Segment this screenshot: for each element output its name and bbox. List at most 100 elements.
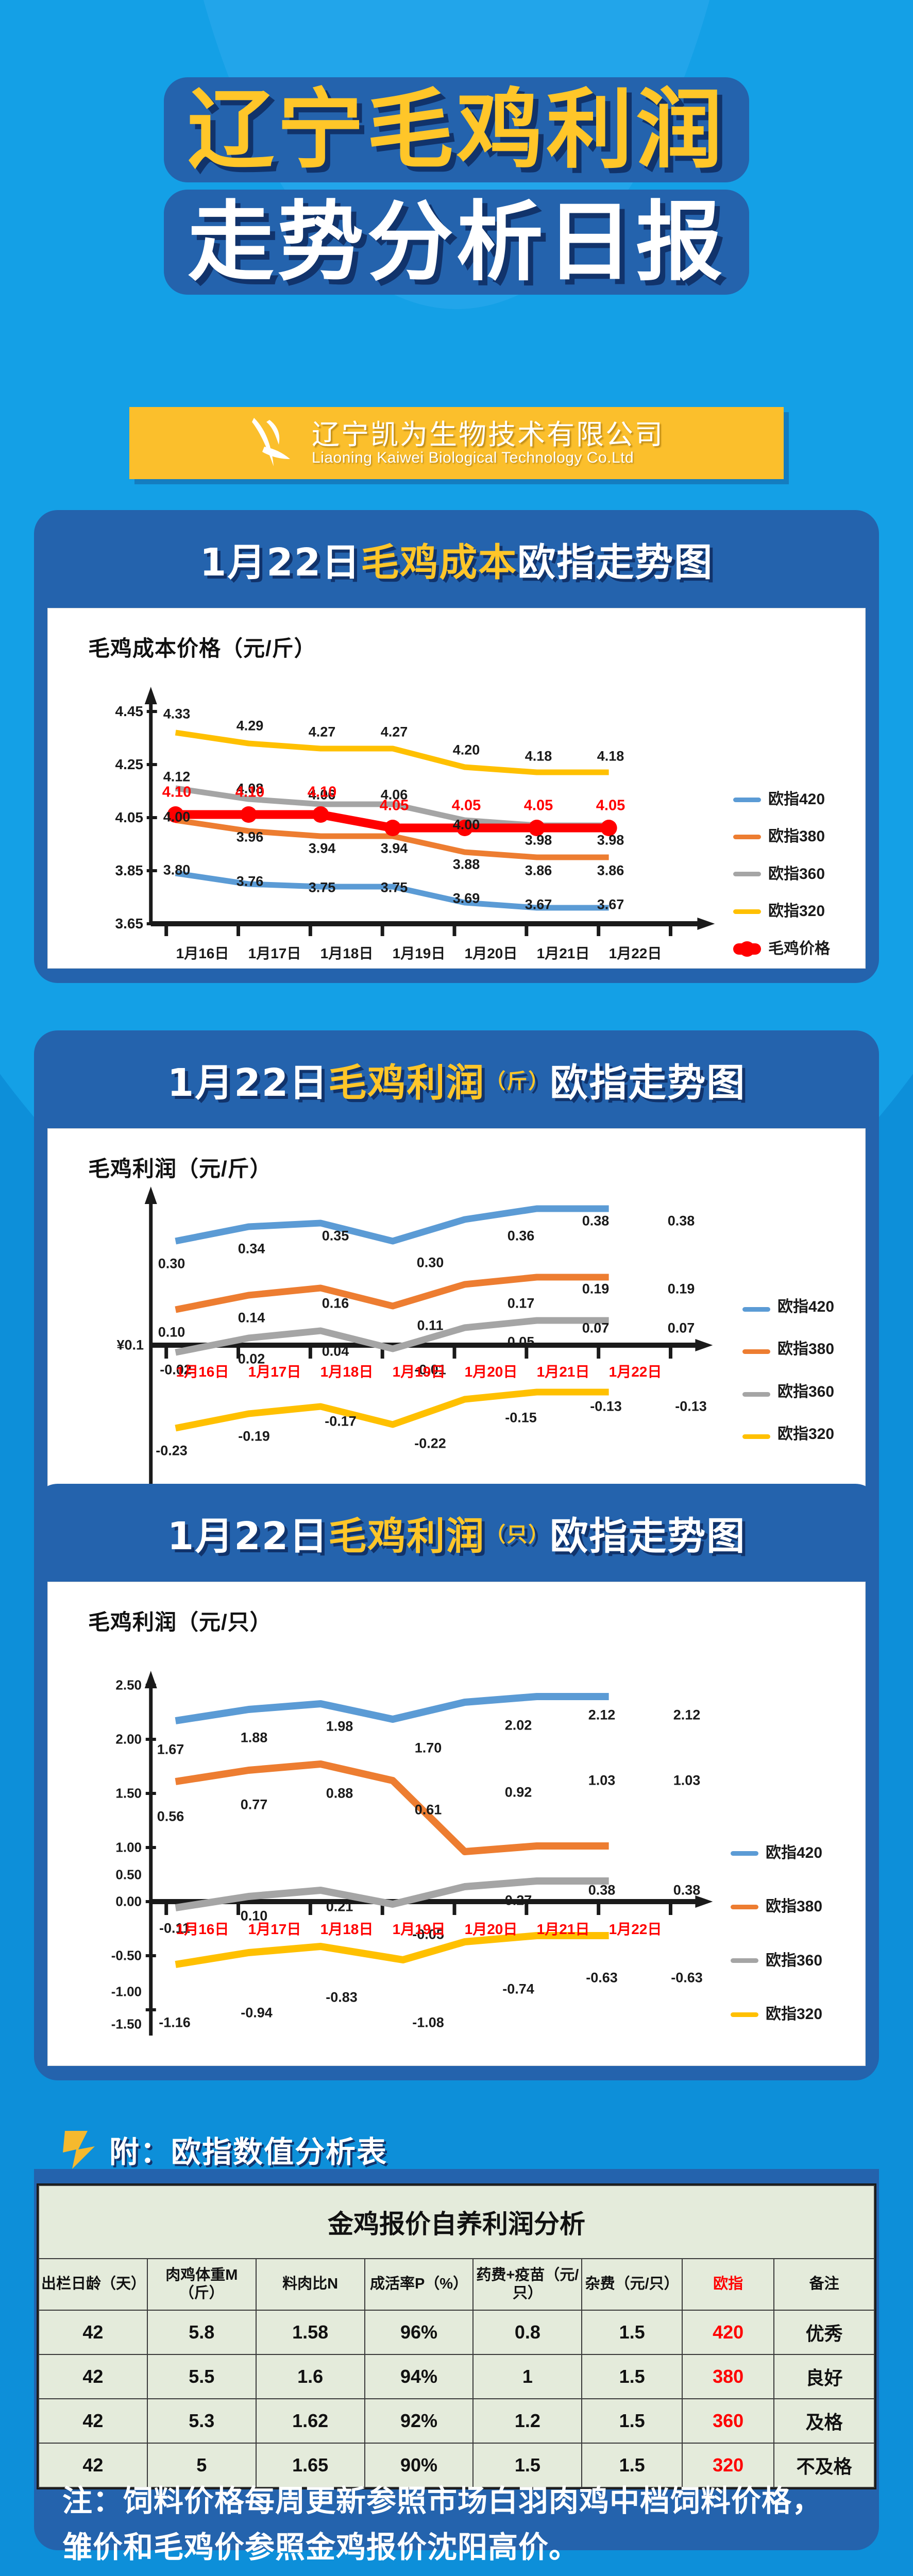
section2-date: 1月22日 [167,1060,329,1105]
table-cell-r0c3: 96% [364,2309,474,2355]
table-cell-r2c6: 360 [681,2398,775,2444]
chart3-title: 毛鸡利润（元/只） [88,1610,272,1634]
chart2-xtick-0: 1月16日 [176,1364,229,1380]
chart2-legend-label-320: 欧指320 [777,1426,835,1443]
chart1-legend-item-420: 欧指420 [733,791,830,808]
chart1-label-320-6: 4.18 [597,748,624,764]
chart3-label-380-4: 0.92 [504,1784,532,1800]
chart1-label-360-4: 4.00 [452,817,480,833]
chart2-legend-label-360: 欧指360 [777,1383,835,1400]
chart1-ytick-2: 4.05 [115,809,144,825]
chart2-label-360-5: 0.07 [582,1320,610,1336]
chart3-label-380-6: 1.03 [673,1772,701,1788]
chart2-label-420-6: 0.38 [667,1213,695,1229]
chart1-label-320-3: 4.27 [380,724,408,740]
chart3-label-320-5: -0.63 [586,1970,618,1986]
chart1-label-380-2: 3.94 [308,840,336,856]
chart2-label-420-2: 0.35 [322,1228,349,1244]
chart1-label-360-3: 4.06 [380,787,408,803]
section-profit-bird-chart: 1月22日 毛鸡利润 （只） 欧指走势图 毛鸡利润（元/只） [34,1484,879,2080]
chart1-label-420-1: 3.76 [236,873,264,889]
chart3-xtick-1: 1月17日 [248,1921,301,1937]
chart3-label-420-4: 2.02 [504,1717,532,1733]
chart1-xtick-4: 1月20日 [464,945,518,961]
chart1-xtick-0: 1月16日 [176,945,229,961]
chart2-label-380-0: 0.10 [158,1324,185,1340]
chart2-legend-item-360: 欧指360 [742,1383,835,1400]
chart2-label-380-1: 0.14 [238,1310,265,1326]
chart3-label-320-4: -0.74 [502,1981,534,1997]
chart3-xtick-2: 1月18日 [320,1921,374,1937]
attachment-heading-text: 附：欧指数值分析表 [109,2134,388,2170]
chart1-ytick-3: 3.85 [115,862,144,878]
chart1-svg [144,687,715,936]
chart2-label-360-1: 0.02 [238,1351,265,1367]
chart1-label-420-2: 3.75 [308,879,336,895]
chart1-label-360-2: 4.06 [308,787,336,803]
section1-highlight: 毛鸡成本 [361,540,518,585]
chart3-legend-item-320: 欧指320 [731,2006,822,2023]
chart2-label-320-3: -0.22 [414,1435,446,1451]
table-cell-r3c2: 1.65 [255,2442,365,2488]
chart1-label-380-4: 3.88 [452,856,480,872]
chart3-xtick-5: 1月21日 [536,1921,590,1937]
chart1-legend-label-price: 毛鸡价格 [768,940,830,957]
chart1-label-380-3: 3.94 [380,840,408,856]
chart1-label-320-5: 4.18 [525,748,552,764]
chart1-xtick-3: 1月19日 [392,945,446,961]
analysis-table: 金鸡报价自养利润分析 出栏日龄（天） 肉鸡体重M（斤） 料肉比N 成活率P（%）… [37,2183,876,2489]
table-header-7: 备注 [773,2258,875,2311]
chart1-legend-item-320: 欧指320 [733,903,830,920]
legend-swatch-price-icon [733,943,761,955]
chart2-label-320-6: -0.13 [675,1398,707,1414]
legend-swatch-380-icon [731,1905,758,1910]
chart3-label-360-0: -0.11 [159,1920,191,1936]
chart3-label-360-2: 0.21 [326,1899,353,1914]
chart3-label-420-6: 2.12 [673,1707,701,1723]
table-header-4: 药费+疫苗（元/只） [472,2258,583,2311]
chart3-ytick-4: 0.50 [115,1867,142,1883]
chart1-label-380-5: 3.86 [525,862,552,878]
chart3-ytick-0: 2.50 [115,1677,142,1693]
table-cell-r2c3: 92% [364,2398,474,2444]
chart3-ytick-6: -0.50 [111,1947,142,1963]
table-header-3: 成活率P（%） [364,2258,474,2311]
chart2-label-360-6: 0.07 [667,1320,695,1336]
chart1-label-price-2: 4.10 [307,784,337,801]
chart3-label-360-4: 0.27 [504,1892,532,1908]
table-header-6: 欧指 [681,2258,775,2311]
table-cell-r2c1: 5.3 [146,2398,257,2444]
chart1-label-420-3: 3.75 [380,879,408,895]
chart3-legend-item-360: 欧指360 [731,1952,822,1969]
legend-swatch-320-icon [742,1434,770,1439]
table-cell-r2c5: 1.5 [581,2398,683,2444]
section3-highlight: 毛鸡利润 [328,1514,485,1558]
chart2-legend-label-380: 欧指380 [777,1341,835,1358]
chart2-label-360-4: 0.05 [507,1334,535,1350]
chart2-svg [144,1187,713,1489]
section-profit-jin-chart: 1月22日 毛鸡利润 （斤） 欧指走势图 毛鸡利润（元/斤） [34,1030,879,1534]
chart3-label-320-2: -0.83 [326,1989,358,2005]
chart3-label-420-3: 1.70 [414,1740,442,1756]
table-cell-r3c1: 5 [146,2442,257,2488]
table-cell-r0c1: 5.8 [146,2309,257,2355]
table-cell-r0c6: 420 [681,2309,775,2355]
chart2-label-420-5: 0.38 [582,1213,610,1229]
table-row: 42 5.5 1.6 94% 1 1.5 380 良好 [38,2353,875,2399]
chart2-label-320-5: -0.13 [590,1398,622,1414]
chart2-label-320-1: -0.19 [238,1428,270,1444]
chart3-xtick-3: 1月19日 [392,1921,446,1937]
chart3-ytick-2: 1.50 [115,1785,142,1801]
chart3-label-420-1: 1.88 [240,1730,268,1745]
chart2-xtick-5: 1月21日 [536,1364,590,1380]
table-row: 42 5 1.65 90% 1.5 1.5 320 不及格 [38,2442,875,2488]
table-cell-r3c7: 不及格 [773,2442,875,2488]
table-cell-r3c4: 1.5 [472,2442,583,2488]
chart3-label-320-3: -1.08 [412,2014,444,2030]
chart3-label-320-6: -0.63 [671,1970,703,1986]
chart2-label-360-0: -0.02 [160,1362,192,1378]
chart1-label-320-4: 4.20 [452,742,480,758]
table-cell-r3c3: 90% [364,2442,474,2488]
table-row: 42 5.8 1.58 96% 0.8 1.5 420 优秀 [38,2309,875,2355]
chart3-xtick-0: 1月16日 [176,1921,229,1937]
